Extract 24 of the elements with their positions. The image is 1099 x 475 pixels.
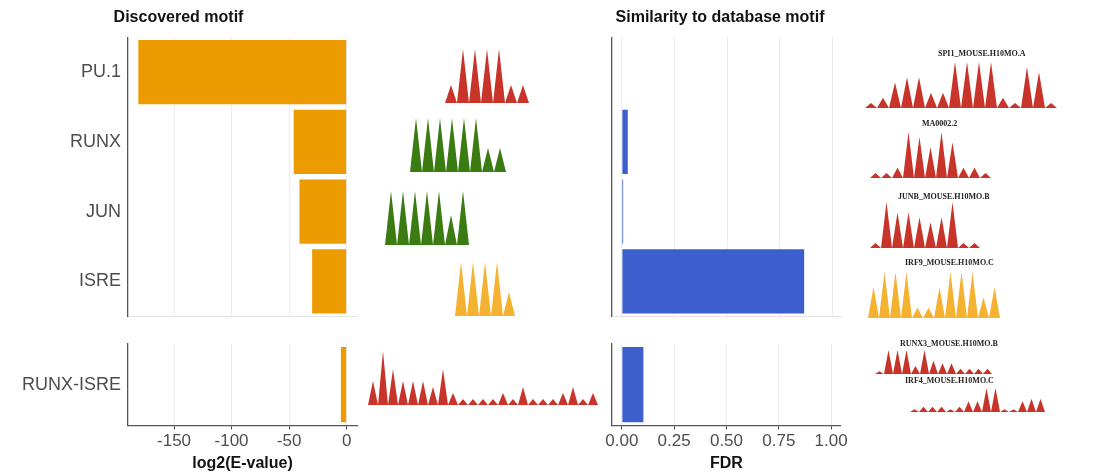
x-tick-label: 0 [341, 431, 352, 451]
x-axis-title: FDR [710, 453, 744, 471]
x-tick-label: 0.25 [657, 431, 691, 451]
y-tick-label: RUNX [69, 130, 121, 151]
text: RUNX3_MOUSE.H10MO.B [900, 339, 998, 348]
x-tick-label: -150 [157, 431, 192, 451]
x-tick-label: 0.75 [762, 431, 796, 451]
y-tick-label: PU.1 [80, 61, 121, 82]
y-tick-label: ISRE [78, 270, 121, 291]
text: IRF4_MOUSE.H10MO.C [905, 376, 994, 385]
text: JUNB_MOUSE.H10MO.B [898, 192, 990, 201]
chart-title: Discovered motif [113, 8, 245, 26]
y-tick-label: RUNX-ISRE [21, 373, 121, 394]
chart-title: Similarity to database motif [615, 8, 826, 26]
x-tick-label: -100 [214, 431, 249, 451]
text: MA0002.2 [922, 119, 958, 128]
text: SPI1_MOUSE.H10MO.A [938, 49, 1026, 58]
x-tick-label: -50 [276, 431, 302, 451]
x-tick-label: 0.00 [605, 431, 639, 451]
text: IRF9_MOUSE.H10MO.C [905, 258, 994, 267]
x-tick-label: 0.50 [709, 431, 744, 451]
x-tick-label: 1.00 [814, 431, 848, 451]
y-tick-label: JUN [86, 200, 121, 221]
x-axis-title: log2(E-value) [192, 453, 293, 471]
